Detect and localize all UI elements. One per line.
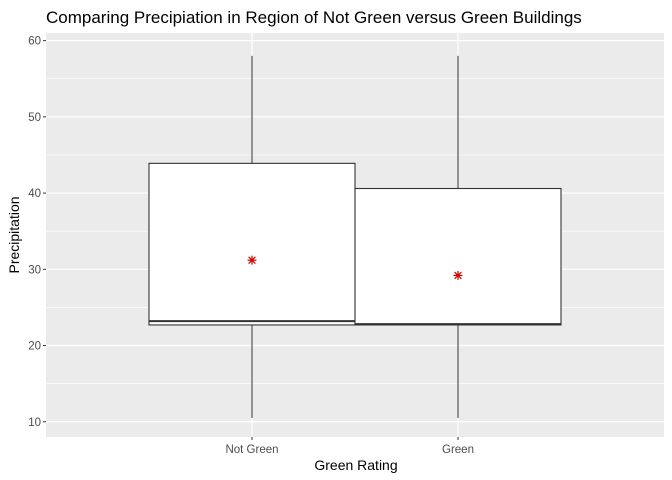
mean-marker — [453, 270, 463, 280]
y-tick-label: 50 — [28, 112, 41, 124]
chart-title: Comparing Precipiation in Region of Not … — [46, 8, 582, 27]
mean-marker-d2 — [248, 256, 256, 264]
axis-ticks: 10 20 30 40 50 60 Not Green Green — [28, 36, 474, 456]
box-2 — [354, 55, 562, 418]
box-rect — [354, 187, 562, 326]
box-rect — [148, 162, 356, 326]
boxes — [148, 55, 562, 418]
x-tick-label: Green — [442, 444, 474, 456]
y-tick-label: 40 — [28, 188, 41, 200]
y-axis-title: Precipitation — [6, 196, 22, 273]
y-tick-label: 60 — [28, 36, 41, 48]
x-axis-title: Green Rating — [314, 457, 397, 473]
y-tick-label: 10 — [28, 417, 41, 429]
y-tick-label: 30 — [28, 264, 41, 276]
x-tick-label: Not Green — [225, 444, 278, 456]
mean-marker-d2 — [454, 271, 462, 280]
y-tick-label: 20 — [28, 341, 41, 353]
box-1 — [148, 55, 356, 418]
mean-marker — [247, 255, 257, 265]
